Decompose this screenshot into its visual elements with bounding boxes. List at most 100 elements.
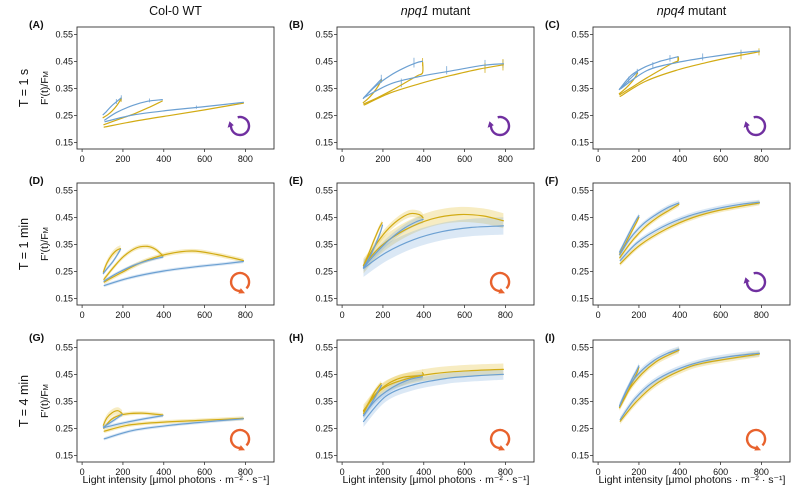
column-title-text: Col-0 WT bbox=[149, 4, 202, 18]
svg-text:0.45: 0.45 bbox=[55, 370, 73, 380]
svg-text:0.15: 0.15 bbox=[315, 138, 333, 148]
panel-chart-canvas: 0 200 400 600 800 0.15 0.25 0.35 0.45 0.55 bbox=[315, 26, 535, 164]
svg-text:800: 800 bbox=[498, 467, 513, 477]
svg-text:600: 600 bbox=[713, 310, 728, 320]
panel-label-c: (C) bbox=[545, 19, 560, 31]
svg-text:0.35: 0.35 bbox=[315, 397, 333, 407]
axes: 0 200 400 600 800 0.15 0.25 0.35 0.45 0.55 bbox=[315, 182, 535, 320]
svg-text:0.15: 0.15 bbox=[55, 138, 73, 148]
svg-text:800: 800 bbox=[754, 154, 769, 164]
panel-label-e: (E) bbox=[289, 175, 303, 187]
row-time-label-1s: T = 1 s bbox=[17, 68, 31, 108]
panel-chart-canvas: 0 200 400 600 800 0.15 0.25 0.35 0.45 0.55 bbox=[315, 339, 535, 477]
panel-label-b: (B) bbox=[289, 19, 304, 31]
svg-text:200: 200 bbox=[631, 467, 646, 477]
axes: 0 200 400 600 800 0.15 0.25 0.35 0.45 0.55 bbox=[315, 26, 535, 164]
svg-text:0.15: 0.15 bbox=[55, 294, 73, 304]
svg-text:0.25: 0.25 bbox=[315, 111, 333, 121]
svg-text:200: 200 bbox=[375, 310, 390, 320]
svg-text:0.55: 0.55 bbox=[571, 186, 589, 196]
svg-text:400: 400 bbox=[156, 154, 171, 164]
hysteresis-curves bbox=[618, 348, 760, 422]
svg-text:600: 600 bbox=[457, 467, 472, 477]
panel-label-h: (H) bbox=[289, 332, 304, 344]
svg-text:600: 600 bbox=[457, 154, 472, 164]
axes: 0 200 400 600 800 0.15 0.25 0.35 0.45 0.55 bbox=[315, 339, 535, 477]
svg-text:0.55: 0.55 bbox=[55, 186, 73, 196]
loop-direction-counterclockwise-arrow-icon bbox=[743, 271, 767, 293]
svg-text:0.35: 0.35 bbox=[55, 240, 73, 250]
panel-chart-canvas: 0 200 400 600 800 0.15 0.25 0.35 0.45 0.55 bbox=[55, 26, 275, 164]
svg-text:0: 0 bbox=[340, 154, 345, 164]
panel-c-plot: 0 200 400 600 800 0.15 0.25 0.35 0.45 0.55 bbox=[563, 19, 793, 171]
panel-label-d: (D) bbox=[29, 175, 44, 187]
panel-chart-canvas: 0 200 400 600 800 0.15 0.25 0.35 0.45 0.55 bbox=[571, 339, 791, 477]
svg-text:0.35: 0.35 bbox=[55, 397, 73, 407]
svg-text:400: 400 bbox=[672, 154, 687, 164]
svg-text:200: 200 bbox=[115, 467, 130, 477]
svg-text:200: 200 bbox=[375, 154, 390, 164]
svg-text:0.55: 0.55 bbox=[315, 186, 333, 196]
column-title-npq4: npq4 mutant bbox=[611, 4, 772, 18]
column-title-text: mutant bbox=[684, 4, 727, 18]
panel-label-f: (F) bbox=[545, 175, 559, 187]
panel-chart-canvas: 0 200 400 600 800 0.15 0.25 0.35 0.45 0.55 bbox=[571, 182, 791, 320]
hysteresis-curves bbox=[362, 60, 504, 106]
loop-direction-counterclockwise-arrow-icon bbox=[743, 115, 767, 137]
hysteresis-curves bbox=[362, 368, 504, 423]
svg-text:600: 600 bbox=[197, 310, 212, 320]
panel-chart-canvas: 0 200 400 600 800 0.15 0.25 0.35 0.45 0.55 bbox=[55, 339, 275, 477]
column-title-italic: npq1 bbox=[400, 4, 429, 18]
svg-text:200: 200 bbox=[375, 467, 390, 477]
panel-i-plot: 0 200 400 600 800 0.15 0.25 0.35 0.45 0.55 bbox=[563, 332, 793, 484]
svg-text:0.25: 0.25 bbox=[55, 267, 73, 277]
svg-text:0.25: 0.25 bbox=[55, 111, 73, 121]
column-title-col0-wt: Col-0 WT bbox=[95, 4, 256, 18]
svg-text:400: 400 bbox=[416, 154, 431, 164]
svg-text:0.45: 0.45 bbox=[55, 213, 73, 223]
row-time-label-1min: T = 1 min bbox=[17, 217, 31, 271]
panel-label-a: (A) bbox=[29, 19, 44, 31]
svg-text:800: 800 bbox=[238, 154, 253, 164]
loop-direction-clockwise-arrow-icon bbox=[489, 271, 511, 294]
svg-text:0.55: 0.55 bbox=[55, 30, 73, 40]
svg-text:200: 200 bbox=[631, 310, 646, 320]
svg-text:0.15: 0.15 bbox=[571, 138, 589, 148]
svg-text:0.55: 0.55 bbox=[315, 343, 333, 353]
axes: 0 200 400 600 800 0.15 0.25 0.35 0.45 0.55 bbox=[571, 26, 791, 164]
column-title-italic: npq4 bbox=[656, 4, 685, 18]
svg-text:200: 200 bbox=[631, 154, 646, 164]
column-title-npq1: npq1 mutant bbox=[355, 4, 516, 18]
svg-text:200: 200 bbox=[115, 310, 130, 320]
panel-b-plot: 0 200 400 600 800 0.15 0.25 0.35 0.45 0.55 bbox=[307, 19, 537, 171]
svg-text:0.35: 0.35 bbox=[55, 84, 73, 94]
svg-text:0.15: 0.15 bbox=[571, 451, 589, 461]
svg-text:200: 200 bbox=[115, 154, 130, 164]
svg-text:800: 800 bbox=[498, 310, 513, 320]
loop-direction-clockwise-arrow-icon bbox=[745, 428, 767, 451]
svg-text:600: 600 bbox=[713, 154, 728, 164]
svg-text:0: 0 bbox=[80, 467, 85, 477]
svg-text:800: 800 bbox=[238, 310, 253, 320]
loop-direction-counterclockwise-arrow-icon bbox=[227, 115, 251, 137]
hysteresis-curves bbox=[102, 97, 244, 128]
svg-text:0.25: 0.25 bbox=[315, 424, 333, 434]
svg-text:0.35: 0.35 bbox=[571, 397, 589, 407]
svg-text:400: 400 bbox=[416, 310, 431, 320]
loop-direction-counterclockwise-arrow-icon bbox=[487, 115, 511, 137]
panel-label-i: (I) bbox=[545, 332, 555, 344]
svg-text:0.35: 0.35 bbox=[571, 240, 589, 250]
axes: 0 200 400 600 800 0.15 0.25 0.35 0.45 0.55 bbox=[55, 339, 275, 477]
panel-label-g: (G) bbox=[29, 332, 45, 344]
x-axis-label: Light intensity [μmol photons · m⁻² · s⁻… bbox=[342, 474, 530, 486]
svg-text:0: 0 bbox=[596, 154, 601, 164]
loop-direction-clockwise-arrow-icon bbox=[489, 428, 511, 451]
svg-text:0.55: 0.55 bbox=[571, 343, 589, 353]
hysteresis-curves bbox=[362, 212, 504, 269]
loop-direction-clockwise-arrow-icon bbox=[229, 271, 251, 294]
svg-text:800: 800 bbox=[754, 310, 769, 320]
panel-a-plot: 0 200 400 600 800 0.15 0.25 0.35 0.45 0.55 bbox=[47, 19, 277, 171]
svg-text:0.15: 0.15 bbox=[571, 294, 589, 304]
svg-text:0.45: 0.45 bbox=[315, 57, 333, 67]
